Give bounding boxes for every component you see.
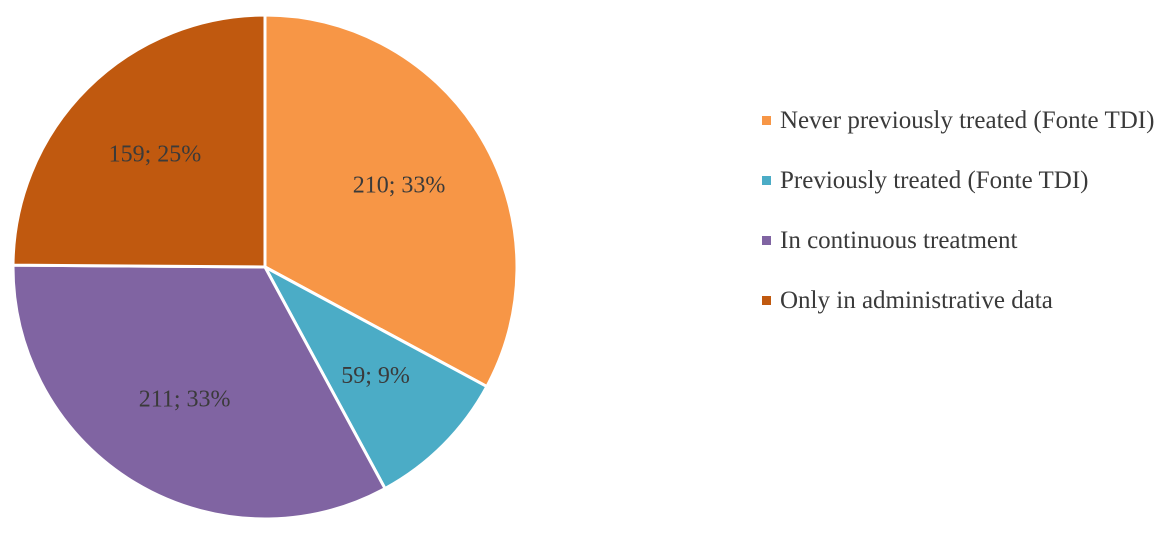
pie-data-label-2: 211; 33% <box>139 386 231 412</box>
legend-label: Previously treated (Fonte TDI) <box>780 167 1089 194</box>
pie-plot-area: 210; 33% 59; 9% 211; 33% 159; 25% <box>11 13 519 521</box>
legend: Never previously treated (Fonte TDI) Pre… <box>762 104 1158 344</box>
legend-swatch-in-continuous-treatment <box>762 236 771 245</box>
legend-swatch-never-previously-treated <box>762 116 771 125</box>
legend-item-previously-treated: Previously treated (Fonte TDI) <box>762 164 1158 197</box>
pie-data-labels: 210; 33% 59; 9% 211; 33% 159; 25% <box>109 142 446 413</box>
legend-swatch-previously-treated <box>762 176 771 185</box>
pie-data-label-3: 159; 25% <box>109 142 202 168</box>
legend-label: Never previously treated (Fonte TDI) <box>780 107 1155 134</box>
pie-slice-1 <box>263 265 489 491</box>
legend-item-never-previously-treated: Never previously treated (Fonte TDI) <box>762 104 1158 137</box>
legend-label: Only in administrative data <box>780 287 1053 314</box>
legend-item-only-in-administrative-data: Only in administrative data <box>762 284 1158 317</box>
pie-slices <box>11 13 519 521</box>
legend-label: In continuous treatment <box>780 227 1018 254</box>
pie-data-label-1: 59; 9% <box>341 363 410 389</box>
legend-item-in-continuous-treatment: In continuous treatment <box>762 224 1158 257</box>
pie-slice-0 <box>263 13 519 389</box>
legend-swatch-only-in-administrative-data <box>762 296 771 305</box>
pie-slice-2 <box>11 263 387 521</box>
pie-slice-3 <box>11 13 267 269</box>
pie-data-label-0: 210; 33% <box>353 172 446 198</box>
